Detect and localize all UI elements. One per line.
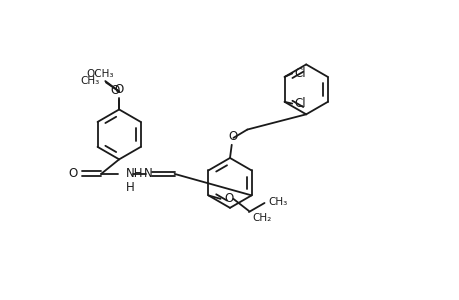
Text: O: O xyxy=(68,167,78,180)
Text: CH₂: CH₂ xyxy=(252,213,271,224)
Text: O: O xyxy=(110,84,119,97)
Text: OCH₃: OCH₃ xyxy=(86,69,113,79)
Text: O: O xyxy=(228,130,238,143)
Text: Cl: Cl xyxy=(294,97,305,110)
Text: O: O xyxy=(224,192,233,205)
Text: NH: NH xyxy=(125,167,143,180)
Text: O: O xyxy=(114,83,123,96)
Text: H: H xyxy=(125,181,134,194)
Text: Cl: Cl xyxy=(294,67,305,80)
Text: CH₃: CH₃ xyxy=(81,76,100,86)
Text: CH₃: CH₃ xyxy=(268,197,286,207)
Text: N: N xyxy=(144,167,153,180)
